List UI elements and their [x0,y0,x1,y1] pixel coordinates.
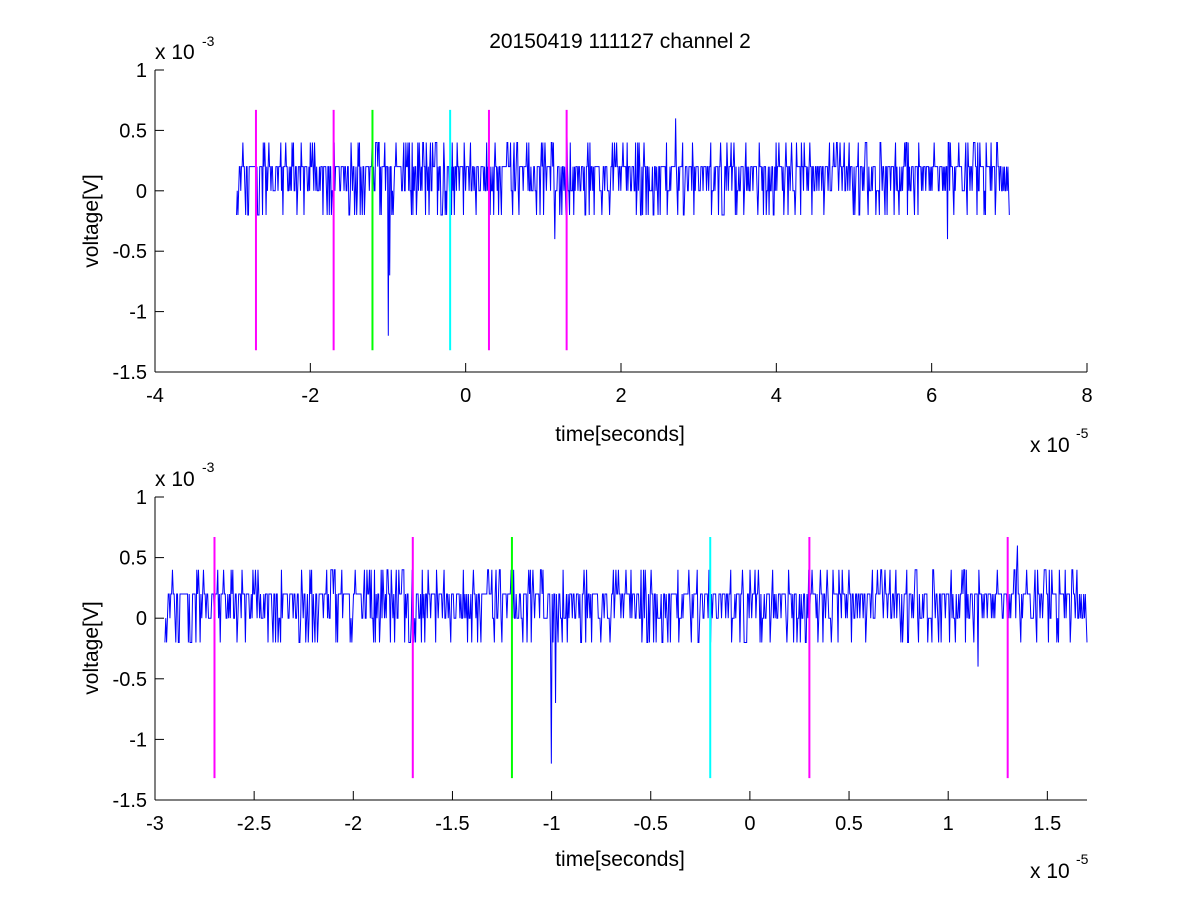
x-axis-label: time[seconds] [555,423,685,446]
signal-series-line [236,118,1010,336]
x-tick-label: -2.5 [237,813,271,835]
x-tick-label: -0.5 [634,813,668,835]
x-tick-label: -3 [146,813,164,835]
x-multiplier-base: x 10 [1030,434,1070,457]
chart-title: 20150419 111127 channel 2 [489,30,751,53]
y-tick-label: 0 [136,181,147,203]
x-multiplier-exponent: -5 [1076,851,1089,867]
x-tick-label: -1 [543,813,561,835]
x-tick-label: -2 [344,813,362,835]
y-tick-label: -1 [129,729,147,751]
y-tick-label: -1.5 [113,790,147,812]
x-tick-label: 1.5 [1033,813,1061,835]
x-tick-label: -2 [301,385,319,407]
x-multiplier-exponent: -5 [1076,425,1089,441]
x-tick-label: 8 [1081,385,1092,407]
y-tick-label: 0 [136,608,147,630]
x-tick-label: 0.5 [835,813,863,835]
signal-series-line [164,545,1088,764]
x-tick-label: 6 [926,385,937,407]
x-tick-label: 2 [615,385,626,407]
x-tick-label: -1.5 [435,813,469,835]
y-tick-label: 1 [136,487,147,509]
top-subplot: 20150419 111127 channel 2 -4 -2 0 2 4 6 8 1 0.5 0… [80,30,1093,457]
y-axis-label: voltage[V] [80,601,103,694]
y-tick-label: -0.5 [113,669,147,691]
y-multiplier-base: x 10 [155,468,195,491]
y-multiplier-exponent: -3 [202,459,215,475]
x-tick-label: -4 [146,385,164,407]
x-tick-label: 1 [943,813,954,835]
y-tick-label: 0.5 [119,120,147,142]
x-tick-label: 0 [744,813,755,835]
x-multiplier-base: x 10 [1030,860,1070,883]
y-tick-label: -0.5 [113,241,147,263]
y-axis-label: voltage[V] [80,174,103,267]
bottom-subplot: -3 -2.5 -2 -1.5 -1 -0.5 0 0.5 1 1.5 1 0.5 0 -0.5 -1 -1.… [80,459,1089,883]
x-tick-label: 0 [460,385,471,407]
x-tick-label: 4 [771,385,782,407]
y-multiplier-base: x 10 [155,41,195,64]
y-multiplier-exponent: -3 [202,33,215,49]
y-tick-label: -1 [129,302,147,324]
y-tick-label: 0.5 [119,548,147,570]
y-tick-label: 1 [136,60,147,82]
y-tick-label: -1.5 [113,362,147,384]
x-axis-label: time[seconds] [555,848,685,871]
